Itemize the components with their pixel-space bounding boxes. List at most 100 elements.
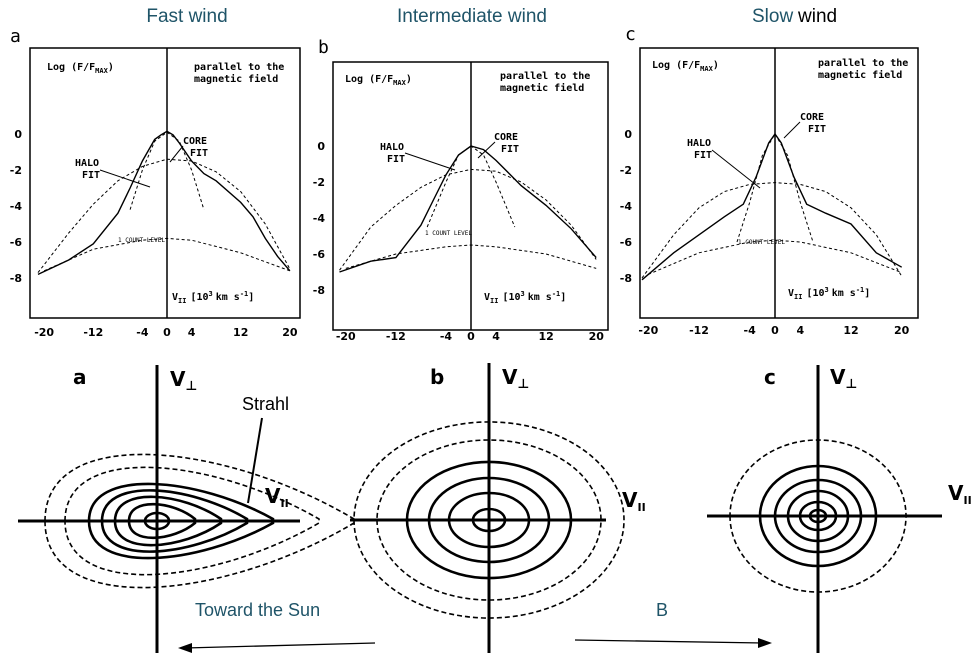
b-field-arrow-line xyxy=(574,639,766,644)
contour-a-0 xyxy=(143,511,171,531)
contour-panel-b: b V⊥ VII xyxy=(350,363,646,653)
frame-a xyxy=(29,47,301,319)
xtick-b-0: -20 xyxy=(336,330,356,343)
series-b-1 xyxy=(426,145,516,228)
contour-a-2 xyxy=(113,495,223,547)
xtick-c-5: 12 xyxy=(843,324,858,337)
series-a-3 xyxy=(43,237,291,272)
contour-panel-c: c V⊥ VII xyxy=(707,365,972,653)
ytick-a-3: -6 xyxy=(10,236,23,249)
series-a-1 xyxy=(129,131,205,210)
halo-label-b: HALO xyxy=(380,142,404,153)
series-a-0 xyxy=(37,130,291,276)
ytick-a-4: -8 xyxy=(10,272,22,285)
title-fast: Fast wind xyxy=(146,6,227,27)
title-intermediate: Intermediate wind xyxy=(397,6,547,27)
contour-a-4 xyxy=(87,482,275,560)
ytick-b-4: -8 xyxy=(313,284,325,297)
title-slow-part2: wind xyxy=(797,6,837,27)
core-pointer-c xyxy=(783,121,801,139)
frame-c xyxy=(639,47,919,319)
xtick-c-1: -12 xyxy=(689,324,709,337)
vpar-label-a: VII xyxy=(265,484,289,510)
panel-letter-a: a xyxy=(10,26,21,47)
strahl-pointer xyxy=(247,417,263,504)
contour-b-3 xyxy=(405,460,573,580)
vperp-label-b: V⊥ xyxy=(502,365,529,392)
xtick-a-6: 20 xyxy=(282,326,298,339)
toward-sun-label: Toward the Sun xyxy=(195,600,320,620)
xlabel-b: VII [103 km s-1] xyxy=(484,290,566,305)
vpar-label-b: VII xyxy=(622,488,646,514)
xlabel-a: VII [103 km s-1] xyxy=(172,290,254,305)
core-label-a: CORE xyxy=(183,136,207,147)
core-fit-label-a: FIT xyxy=(190,148,208,159)
xtick-c-3: 0 xyxy=(771,324,779,337)
series-c-3 xyxy=(648,239,902,275)
ytick-c-0: 0 xyxy=(624,128,632,141)
xtick-c-0: -20 xyxy=(638,324,658,337)
ytick-a-0: 0 xyxy=(14,128,22,141)
xtick-c-4: 4 xyxy=(797,324,805,337)
parallel-label-a-2: magnetic field xyxy=(194,73,278,85)
core-fit-label-b: FIT xyxy=(501,144,519,155)
parallel-label-b-2: magnetic field xyxy=(500,82,584,94)
core-label-c: CORE xyxy=(800,112,824,123)
b-field-arrowhead xyxy=(758,638,772,648)
contour-a-1 xyxy=(127,502,197,540)
halo-label-a: HALO xyxy=(75,158,99,169)
xtick-b-1: -12 xyxy=(386,330,406,343)
ytick-c-3: -6 xyxy=(620,236,633,249)
contour-c-5 xyxy=(729,439,907,593)
contour-a-3 xyxy=(100,489,249,553)
xtick-a-3: 0 xyxy=(163,326,171,339)
panel-letter-c: c xyxy=(625,24,636,45)
ytick-a-1: -2 xyxy=(10,164,22,177)
contour-letter-b: b xyxy=(430,365,444,389)
vperp-label-a: V⊥ xyxy=(170,367,197,394)
xtick-c-6: 20 xyxy=(894,324,910,337)
xtick-a-0: -20 xyxy=(34,326,54,339)
count-level-c: 1 COUNT LEVEL xyxy=(738,239,785,246)
parallel-label-b-1: parallel to the xyxy=(500,71,590,82)
contour-b-5 xyxy=(353,421,625,619)
ytick-c-4: -8 xyxy=(620,272,632,285)
xtick-b-4: 4 xyxy=(492,330,500,343)
title-slow-part1: Slow xyxy=(752,6,793,27)
count-level-a: 1 COUNT LEVEL xyxy=(118,237,165,244)
halo-fit-label-a: FIT xyxy=(82,170,100,181)
ylabel-c: Log (F/FMAX) xyxy=(652,60,719,73)
xtick-b-2: -4 xyxy=(440,330,453,343)
xtick-b-6: 20 xyxy=(589,330,605,343)
xtick-a-1: -12 xyxy=(83,326,103,339)
contour-a-5 xyxy=(64,466,320,576)
ylabel-a: Log (F/FMAX) xyxy=(47,62,114,75)
halo-fit-label-b: FIT xyxy=(387,154,405,165)
ytick-a-2: -4 xyxy=(10,200,23,213)
ytick-b-2: -4 xyxy=(313,212,326,225)
halo-pointer-b xyxy=(404,152,456,171)
parallel-label-a-1: parallel to the xyxy=(194,62,284,73)
xtick-a-2: -4 xyxy=(136,326,149,339)
contour-a-6 xyxy=(44,453,355,589)
halo-label-c: HALO xyxy=(687,138,711,149)
xtick-a-4: 4 xyxy=(188,326,196,339)
panel-letter-b: b xyxy=(318,37,329,58)
toward-sun-arrowhead xyxy=(178,643,192,653)
contour-b-1 xyxy=(447,491,531,549)
halo-pointer-c xyxy=(711,149,761,189)
contour-c-0 xyxy=(808,508,828,524)
count-level-b: 1 COUNT LEVEL xyxy=(425,230,472,237)
ytick-c-2: -4 xyxy=(620,200,633,213)
series-c-0 xyxy=(641,132,903,281)
xtick-c-2: -4 xyxy=(744,324,757,337)
contour-letter-c: c xyxy=(764,365,776,389)
series-b-3 xyxy=(345,244,597,269)
halo-pointer-a xyxy=(99,169,151,188)
contour-c-4 xyxy=(758,464,878,568)
ytick-b-0: 0 xyxy=(317,140,325,153)
halo-fit-label-c: FIT xyxy=(694,150,712,161)
xtick-b-5: 12 xyxy=(538,330,553,343)
chart-panel-b: Log (F/FMAX) parallel to the magnetic fi… xyxy=(313,61,609,343)
